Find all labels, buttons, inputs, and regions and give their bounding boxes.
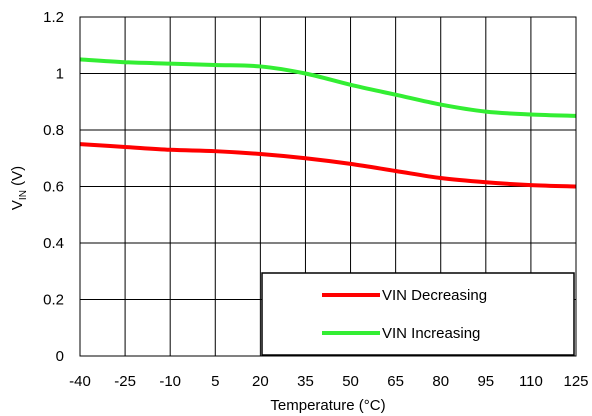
legend-label: VIN Decreasing [382,287,487,304]
y-tick-label: 0.8 [43,122,64,139]
x-tick-label: 65 [387,373,404,390]
legend: VIN Decreasing VIN Increasing [261,272,575,356]
series-lines [79,57,577,189]
x-tick-label: 20 [252,373,269,390]
x-tick-label: -40 [69,373,91,390]
y-tick-labels: 0 0.2 0.4 0.6 0.8 1 1.2 [43,9,64,365]
x-tick-label: -10 [159,373,181,390]
legend-box [261,272,575,356]
series-line-vin-increasing [79,57,577,118]
plot-frame [79,16,577,357]
x-tick-label: 125 [563,373,588,390]
y-tick-label: 1 [56,66,64,83]
x-axis-title: Temperature (°C) [270,397,385,414]
x-tick-label: 5 [211,373,219,390]
y-tick-label: 0 [56,348,64,365]
series-line-vin-decreasing [79,142,577,189]
x-tick-label: 50 [342,373,359,390]
y-tick-label: 1.2 [43,9,64,26]
y-tick-label: 0.6 [43,179,64,196]
y-tick-label: 0.2 [43,292,64,309]
legend-label: VIN Increasing [382,325,480,342]
x-tick-labels: -40 -25 -10 5 20 35 50 65 80 95 110 125 [69,373,588,390]
x-tick-label: 110 [519,373,543,390]
x-tick-label: 35 [297,373,314,390]
x-tick-label: 95 [477,373,494,390]
x-tick-label: -25 [114,373,136,390]
y-axis-title: VIN (V) [9,166,29,210]
y-tick-label: 0.4 [43,235,64,252]
x-tick-label: 80 [432,373,449,390]
